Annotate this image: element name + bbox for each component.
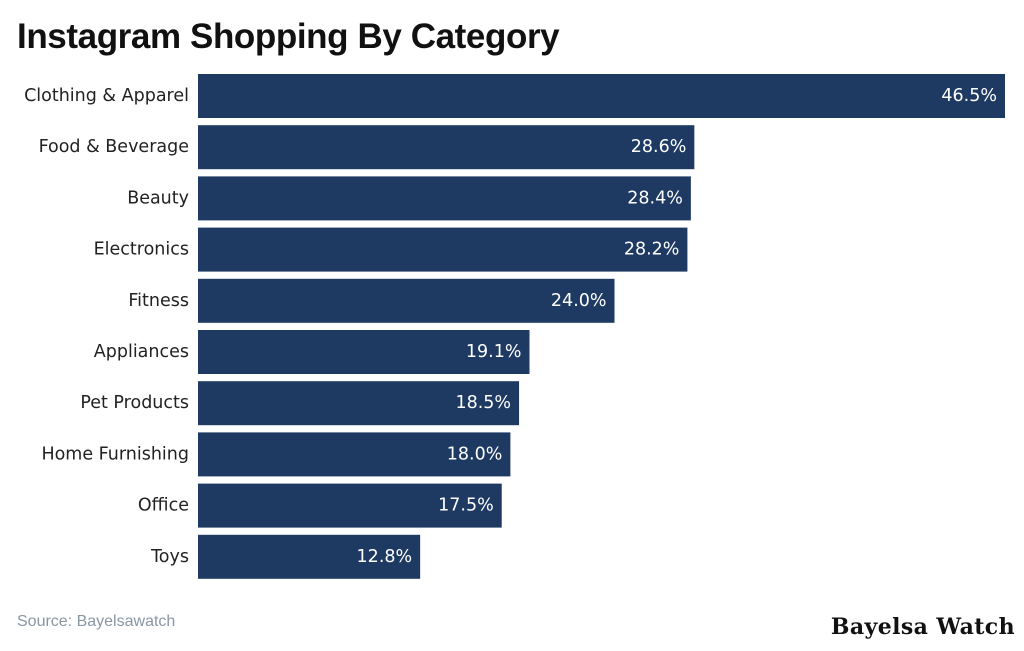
value-label: 28.6% [631,137,687,157]
value-label: 18.5% [455,393,511,413]
bar-9 [198,534,421,579]
category-label: Food & Beverage [39,137,189,157]
value-label: 19.1% [466,342,522,362]
bar-2 [198,176,691,221]
bar-6 [198,381,520,426]
category-label: Home Furnishing [41,444,189,464]
value-label: 28.2% [624,240,680,260]
value-label: 18.0% [447,444,503,464]
category-label: Fitness [128,291,189,311]
category-label: Beauty [127,188,189,208]
bar-3 [198,227,688,272]
category-label: Electronics [94,240,189,260]
bar-0 [198,74,1005,118]
category-label: Toys [150,547,189,567]
category-label: Clothing & Apparel [24,86,189,106]
value-label: 24.0% [551,291,607,311]
category-label: Appliances [94,342,189,362]
source-note: Source: Bayelsawatch [17,613,176,630]
bar-4 [198,278,615,323]
value-label: 17.5% [438,496,494,516]
bar-7 [198,432,511,477]
value-label: 12.8% [357,547,413,567]
brand-logo: Bayelsa Watch [830,614,1015,640]
value-label: 28.4% [627,188,683,208]
value-label: 46.5% [941,86,997,106]
bar-5 [198,330,530,374]
category-label: Office [138,496,189,516]
category-label: Pet Products [80,393,189,413]
bar-8 [198,483,502,528]
bar-1 [198,125,695,170]
chart-title: Instagram Shopping By Category [17,17,560,56]
